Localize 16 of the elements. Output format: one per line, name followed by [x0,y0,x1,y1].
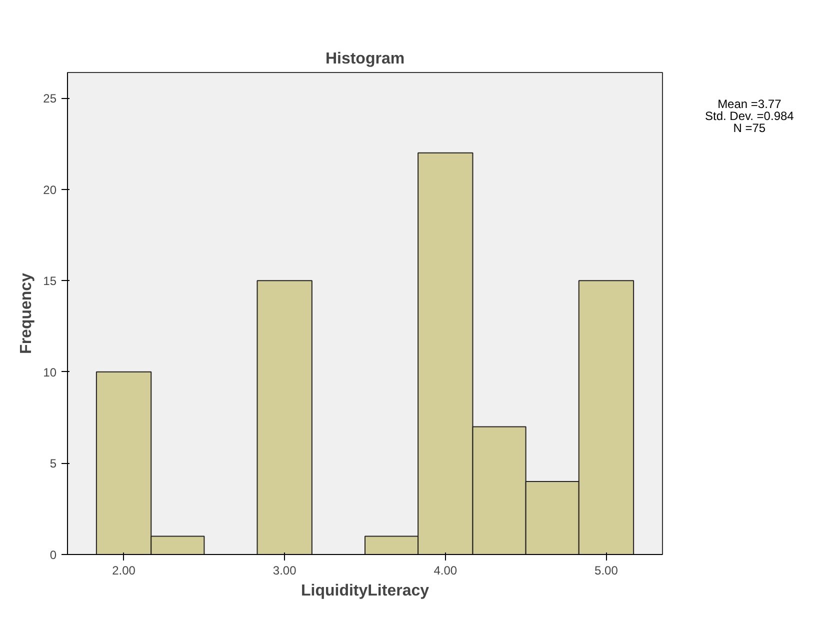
y-tick-label: 5 [50,456,57,471]
y-tick-label: 15 [43,274,57,288]
chart-title: Histogram [325,50,405,68]
x-tick-label: 2.00 [112,564,136,578]
text: Mean =3.77 [718,97,782,111]
y-tick-label: 25 [43,92,57,106]
x-tick-label: 3.00 [272,564,297,578]
text: Std. Dev. =0.984 [705,109,794,123]
x-tick-label: 4.00 [434,564,458,578]
y-tick-label: 20 [43,182,57,197]
y-tick-label: 10 [43,365,57,380]
text: N =75 [733,121,766,135]
y-tick-label: 0 [50,548,57,562]
x-axis-title: LiquidityLiteracy [300,582,430,600]
y-axis-title: Frequency [18,272,36,354]
x-tick-label: 5.00 [594,564,618,578]
